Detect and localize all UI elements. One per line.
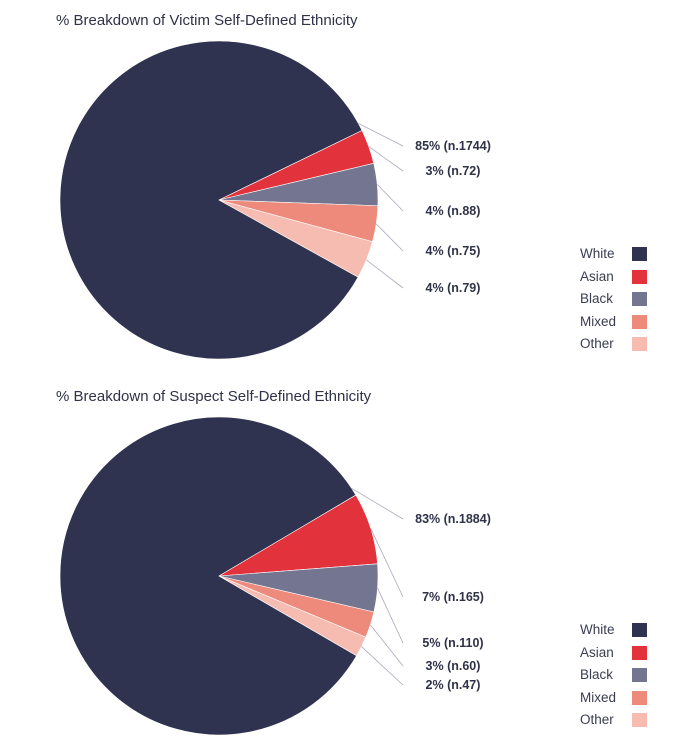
suspect-data-label-white: 83% (n.1884) xyxy=(415,512,491,526)
victim-legend-item-white: White xyxy=(580,244,660,267)
suspect-slice-white xyxy=(59,416,357,736)
suspect-legend-item-black: Black xyxy=(580,665,660,688)
victim-legend-swatch-asian xyxy=(632,269,647,284)
victim-leader-line-other xyxy=(366,259,404,289)
suspect-legend-item-other: Other xyxy=(580,710,660,733)
victim-legend-label-white: White xyxy=(580,246,615,261)
suspect-legend-label-black: Black xyxy=(580,667,614,682)
victim-pie-chart: 85% (n.1744) 3% (n.72) 4% (n.88) 4% (n.75) 4… xyxy=(59,40,491,360)
victim-legend-swatch-black xyxy=(632,292,647,306)
suspect-legend-swatch-black xyxy=(632,668,647,682)
suspect-pie-chart: 83% (n.1884) 7% (n.165) 5% (n.110) 3% (n.60… xyxy=(59,416,491,736)
suspect-leader-line-asian xyxy=(370,528,404,598)
victim-legend-item-other: Other xyxy=(580,334,660,357)
victim-data-label-asian: 3% (n.72) xyxy=(426,164,481,178)
suspect-legend-swatch-mixed xyxy=(632,690,647,705)
suspect-legend-swatch-other xyxy=(632,713,647,727)
suspect-leader-line-mixed xyxy=(369,624,404,667)
suspect-legend-label-white: White xyxy=(580,622,615,637)
victim-chart-panel: 85% (n.1744) 3% (n.72) 4% (n.88) 4% (n.75) 4… xyxy=(56,12,660,360)
victim-legend-label-other: Other xyxy=(580,336,614,351)
victim-data-label-other: 4% (n.79) xyxy=(426,281,481,295)
suspect-data-label-black: 5% (n.110) xyxy=(422,636,483,650)
suspect-legend-swatch-white xyxy=(632,623,647,637)
suspect-chart-title: % Breakdown of Suspect Self-Defined Ethn… xyxy=(56,388,372,405)
suspect-legend-item-mixed: Mixed xyxy=(580,688,660,711)
victim-legend-label-black: Black xyxy=(580,291,614,306)
suspect-data-label-other: 2% (n.47) xyxy=(426,678,481,692)
suspect-legend-swatch-asian xyxy=(632,645,647,660)
suspect-legend-item-white: White xyxy=(580,620,660,643)
victim-chart-legend: White Asian Black Mixed Other xyxy=(580,244,660,357)
victim-slice-white xyxy=(59,40,363,360)
victim-leader-line-asian xyxy=(368,146,404,172)
victim-leader-line-black xyxy=(376,184,404,212)
victim-leader-line-white xyxy=(358,123,404,147)
victim-legend-item-mixed: Mixed xyxy=(580,312,660,335)
victim-data-label-white: 85% (n.1744) xyxy=(415,139,491,153)
suspect-data-label-mixed: 3% (n.60) xyxy=(426,659,481,673)
suspect-legend-label-other: Other xyxy=(580,712,614,727)
suspect-data-label-asian: 7% (n.165) xyxy=(422,590,484,604)
victim-legend-item-asian: Asian xyxy=(580,267,660,290)
suspect-chart-panel: 83% (n.1884) 7% (n.165) 5% (n.110) 3% (n.60… xyxy=(0,376,700,752)
suspect-leader-line-white xyxy=(351,487,404,520)
suspect-legend-label-mixed: Mixed xyxy=(580,689,617,705)
suspect-leader-line-other xyxy=(361,646,404,686)
victim-legend-item-black: Black xyxy=(580,289,660,312)
suspect-leader-line-black xyxy=(377,587,404,644)
suspect-legend-label-asian: Asian xyxy=(580,644,614,660)
suspect-legend-item-asian: Asian xyxy=(580,643,660,666)
victim-legend-swatch-mixed xyxy=(632,314,647,329)
suspect-slice-other xyxy=(218,575,367,657)
victim-legend-swatch-other xyxy=(632,337,647,351)
victim-leader-line-mixed xyxy=(375,223,404,252)
victim-data-label-mixed: 4% (n.75) xyxy=(426,244,481,258)
victim-data-label-black: 4% (n.88) xyxy=(426,204,481,218)
victim-legend-label-mixed: Mixed xyxy=(580,313,617,329)
victim-chart-title: % Breakdown of Victim Self-Defined Ethni… xyxy=(56,12,358,29)
victim-legend-swatch-white xyxy=(632,247,647,261)
suspect-chart-legend: White Asian Black Mixed Other xyxy=(580,620,660,733)
victim-legend-label-asian: Asian xyxy=(580,268,614,284)
